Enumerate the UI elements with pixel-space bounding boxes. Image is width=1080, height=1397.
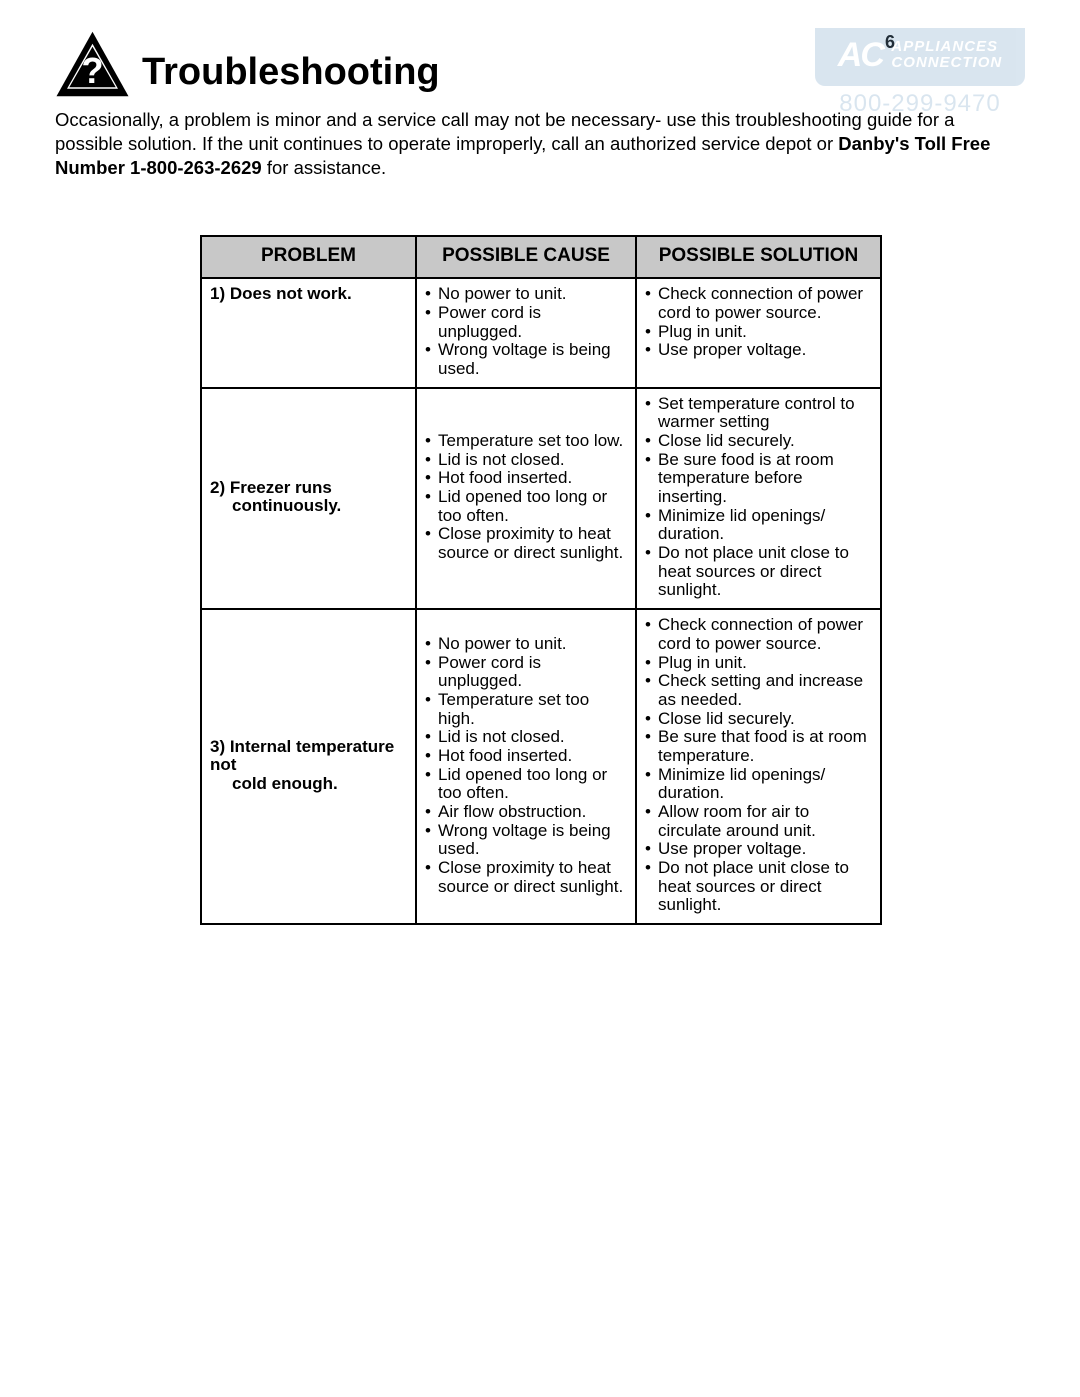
watermark-ac: AC: [838, 38, 883, 72]
solution-item: Use proper voltage.: [645, 840, 874, 859]
solution-item: Do not place unit close to heat sources …: [645, 544, 874, 600]
solution-item: Check connection of power cord to power …: [645, 285, 874, 322]
cause-cell: Temperature set too low.Lid is not close…: [416, 388, 636, 610]
cause-item: Air flow obstruction.: [425, 803, 629, 822]
problem-cell: 3) Internal temperature notcold enough.: [201, 609, 416, 924]
cause-item: Wrong voltage is being used.: [425, 822, 629, 859]
col-cause: POSSIBLE CAUSE: [416, 236, 636, 278]
intro-paragraph: Occasionally, a problem is minor and a s…: [55, 108, 1025, 180]
col-problem: PROBLEM: [201, 236, 416, 278]
cause-item: Lid is not closed.: [425, 451, 629, 470]
watermark-box: AC APPLIANCES CONNECTION: [815, 28, 1025, 86]
cause-cell: No power to unit.Power cord is unplugged…: [416, 609, 636, 924]
solution-item: Plug in unit.: [645, 654, 874, 673]
cause-item: No power to unit.: [425, 285, 629, 304]
cause-item: Temperature set too low.: [425, 432, 629, 451]
solution-item: Plug in unit.: [645, 323, 874, 342]
col-solution: POSSIBLE SOLUTION: [636, 236, 881, 278]
solution-item: Do not place unit close to heat sources …: [645, 859, 874, 915]
watermark-logo: AC APPLIANCES CONNECTION 800-299-9470: [815, 28, 1025, 116]
cause-item: Temperature set too high.: [425, 691, 629, 728]
problem-cell: 2) Freezer runscontinuously.: [201, 388, 416, 610]
solution-item: Allow room for air to circulate around u…: [645, 803, 874, 840]
cause-item: Wrong voltage is being used.: [425, 341, 629, 378]
solution-item: Close lid securely.: [645, 710, 874, 729]
solution-item: Check setting and increase as needed.: [645, 672, 874, 709]
solution-item: Set temperature control to warmer settin…: [645, 395, 874, 432]
cause-item: Lid is not closed.: [425, 728, 629, 747]
solution-item: Minimize lid openings/ duration.: [645, 507, 874, 544]
solution-cell: Check connection of power cord to power …: [636, 609, 881, 924]
cause-item: Lid opened too long or too often.: [425, 766, 629, 803]
solution-cell: Set temperature control to warmer settin…: [636, 388, 881, 610]
table-header-row: PROBLEM POSSIBLE CAUSE POSSIBLE SOLUTION: [201, 236, 881, 278]
cause-item: Close proximity to heat source or direct…: [425, 525, 629, 562]
solution-item: Use proper voltage.: [645, 341, 874, 360]
cause-item: No power to unit.: [425, 635, 629, 654]
svg-text:?: ?: [82, 50, 104, 91]
troubleshooting-table-wrap: PROBLEM POSSIBLE CAUSE POSSIBLE SOLUTION…: [200, 235, 880, 925]
page: 6 AC APPLIANCES CONNECTION 800-299-9470 …: [0, 0, 1080, 925]
solution-item: Check connection of power cord to power …: [645, 616, 874, 653]
solution-cell: Check connection of power cord to power …: [636, 278, 881, 387]
cause-item: Power cord is unplugged.: [425, 654, 629, 691]
cause-cell: No power to unit.Power cord is unplugged…: [416, 278, 636, 387]
cause-item: Lid opened too long or too often.: [425, 488, 629, 525]
cause-item: Hot food inserted.: [425, 747, 629, 766]
watermark-line2: CONNECTION: [891, 54, 1002, 71]
problem-cell: 1) Does not work.: [201, 278, 416, 387]
cause-item: Hot food inserted.: [425, 469, 629, 488]
table-row: 2) Freezer runscontinuously.Temperature …: [201, 388, 881, 610]
watermark-brand: APPLIANCES CONNECTION: [891, 39, 1002, 71]
troubleshooting-table: PROBLEM POSSIBLE CAUSE POSSIBLE SOLUTION…: [200, 235, 882, 925]
intro-part2: for assistance.: [262, 157, 386, 178]
solution-item: Be sure that food is at room temperature…: [645, 728, 874, 765]
watermark-phone: 800-299-9470: [815, 92, 1025, 116]
cause-item: Close proximity to heat source or direct…: [425, 859, 629, 896]
cause-item: Power cord is unplugged.: [425, 304, 629, 341]
table-row: 3) Internal temperature notcold enough.N…: [201, 609, 881, 924]
warning-icon: ?: [55, 30, 130, 98]
page-title: Troubleshooting: [142, 51, 440, 94]
solution-item: Be sure food is at room temperature befo…: [645, 451, 874, 507]
solution-item: Close lid securely.: [645, 432, 874, 451]
watermark-line1: APPLIANCES: [891, 38, 998, 55]
solution-item: Minimize lid openings/ duration.: [645, 766, 874, 803]
table-row: 1) Does not work.No power to unit.Power …: [201, 278, 881, 387]
